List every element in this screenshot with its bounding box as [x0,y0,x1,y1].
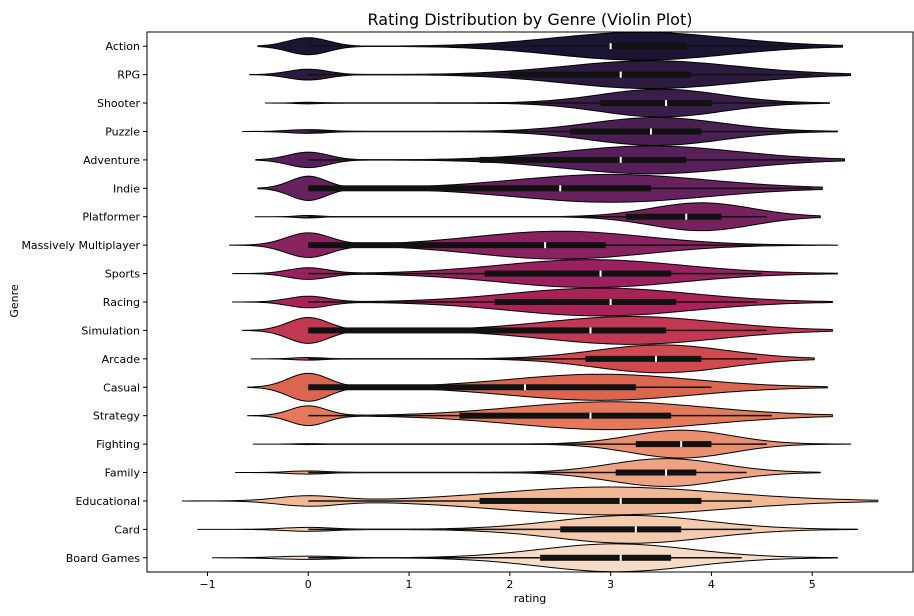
x-tick-label: 2 [506,578,513,591]
y-tick-label: Action [106,40,140,53]
y-tick-label: Shooter [97,97,140,110]
violin-median [589,412,592,419]
y-tick-label: Platformer [82,211,140,224]
x-axis: −1 0 1 2 3 4 5 [199,572,816,591]
plot-frame [146,31,914,573]
violin-median [665,469,668,476]
y-tick-label: Sports [105,268,141,281]
y-tick-label: Indie [113,182,140,195]
y-axis-label: Genre [8,284,21,318]
x-tick-label: 3 [607,578,614,591]
violin-median [619,497,622,504]
violin-iqr-box [484,270,672,277]
y-tick-label: Simulation [81,324,140,337]
violin-median [589,327,592,334]
violin-group [181,31,879,573]
violin-iqr-box [570,128,702,135]
y-tick-label: Puzzle [105,125,140,138]
x-tick-label: 4 [708,578,715,591]
violin-median [649,128,652,135]
y-axis: Action RPG Shooter Puzzle Adventure Indie Plat… [21,40,147,565]
violin-iqr-box [540,554,672,561]
violin-iqr-box [610,43,687,50]
y-tick-label: Strategy [93,410,141,423]
y-tick-label: Racing [103,296,140,309]
x-tick-label: 0 [305,578,312,591]
violin-iqr-box [308,384,636,391]
violin-median [685,213,688,220]
violin-iqr-box [600,100,712,107]
violin-iqr-box [625,213,722,220]
violin-median [680,441,683,448]
violin-iqr-box [308,185,651,192]
violin-iqr-box [479,156,687,163]
y-tick-label: Educational [75,495,140,508]
violin-iqr-box [585,355,702,362]
y-tick-label: Fighting [96,438,140,451]
violin-iqr-box [615,469,697,476]
y-tick-label: Board Games [66,552,141,565]
violin-iqr-box [635,441,712,448]
violin-median [523,384,526,391]
y-tick-label: Massively Multiplayer [21,239,140,252]
violin-median [544,242,547,249]
violin-iqr-box [494,299,677,305]
violin-median [559,185,562,192]
violin-median [634,526,637,533]
y-tick-label: Family [105,467,141,480]
violin-iqr-box [509,71,692,78]
chart-title: Rating Distribution by Genre (Violin Plo… [368,10,693,29]
violin-median [609,299,612,305]
y-tick-label: RPG [117,69,140,82]
violin-median [619,71,622,78]
y-tick-label: Casual [103,381,140,394]
violin-median [654,355,657,362]
violin-median [665,100,668,107]
violin-iqr-box [459,412,672,419]
x-tick-label: 5 [809,578,816,591]
violin-median [619,554,622,561]
violin-iqr-box [308,242,606,249]
x-axis-label: rating [514,592,547,605]
x-tick-label: −1 [199,578,215,591]
violin-median [619,156,622,163]
violin-iqr-box [479,497,702,504]
violin-median [599,270,602,277]
y-tick-label: Adventure [83,154,140,167]
x-tick-label: 1 [406,578,413,591]
violin-iqr-box [308,327,667,334]
violin-iqr-box [560,526,682,533]
y-tick-label: Card [114,523,140,536]
y-tick-label: Arcade [102,353,141,366]
violin-median [609,43,612,50]
